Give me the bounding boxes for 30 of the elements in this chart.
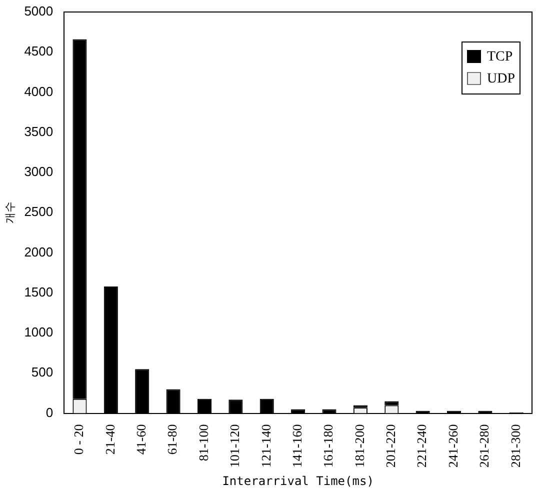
x-tick-label: 81-100 (196, 424, 211, 462)
y-axis-title: 개수 (3, 202, 16, 224)
x-tick-label: 41-60 (134, 424, 149, 455)
legend-label: TCP (486, 50, 513, 65)
x-tick-label: 0 - 20 (71, 424, 86, 455)
x-tick-label: 101-120 (227, 424, 242, 468)
x-tick-label: 261-280 (476, 424, 492, 468)
x-tick-label: 141-160 (289, 424, 304, 468)
x-tick-label: 241-260 (445, 424, 460, 468)
y-tick-label: 5000 (24, 4, 54, 19)
legend-label: UDP (486, 72, 516, 87)
x-tick-label: 121-140 (258, 424, 274, 468)
y-tick-label: 4500 (24, 44, 54, 59)
x-tick-label: 61-80 (164, 424, 180, 455)
y-tick-label: 0 (46, 404, 54, 420)
y-tick-label: 3000 (24, 164, 54, 180)
x-tick-label: 21-40 (102, 424, 118, 455)
y-tick-label: 500 (31, 364, 54, 380)
x-tick-label: 161-180 (320, 424, 336, 468)
y-tick-label: 1000 (24, 324, 54, 340)
y-tick-label: 2000 (24, 244, 54, 260)
x-tick-label: 281-300 (508, 424, 523, 468)
x-tick-label: 201-220 (383, 424, 398, 468)
x-tick-label: 221-240 (414, 424, 430, 468)
y-tick-label: 1500 (24, 284, 54, 300)
x-axis-title: Interarrival Time(ms) (222, 474, 374, 488)
y-tick-label: 3500 (24, 124, 54, 139)
x-tick-label: 181-200 (352, 424, 367, 468)
y-tick-label: 4000 (24, 84, 54, 99)
y-tick-label: 2500 (24, 204, 54, 220)
